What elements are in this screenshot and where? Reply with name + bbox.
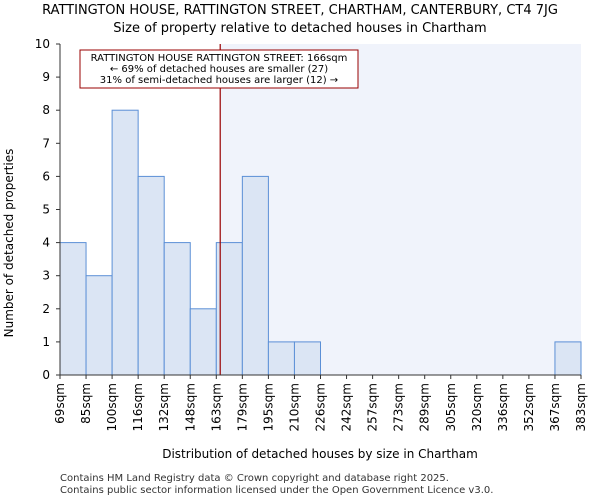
x-tick-label: 336sqm <box>496 383 510 431</box>
footer-line-1: Contains HM Land Registry data © Crown c… <box>60 473 449 484</box>
bar-100sqm <box>111 109 139 376</box>
annotation-line-3: 31% of semi-detached houses are larger (… <box>100 75 338 86</box>
x-tick-label: 148sqm <box>183 383 197 431</box>
x-tick-label: 226sqm <box>314 383 328 431</box>
y-tick-label: 2 <box>42 302 50 316</box>
x-tick-label: 179sqm <box>235 383 249 431</box>
bars-group <box>59 109 582 376</box>
y-tick-label: 3 <box>42 269 50 283</box>
annotation-box: RATTINGTON HOUSE RATTINGTON STREET: 166s… <box>79 49 359 89</box>
y-axis-label: Number of detached properties <box>2 149 16 338</box>
y-tick-label: 7 <box>42 136 50 150</box>
y-tick-label: 8 <box>42 103 50 117</box>
chart-subtitle: Size of property relative to detached ho… <box>113 21 486 36</box>
y-ticks-group: 0 1 2 3 4 5 6 7 8 9 10 <box>35 37 60 382</box>
annotation-line-2: ← 69% of detached houses are smaller (27… <box>110 64 328 75</box>
x-tick-label: 242sqm <box>340 383 354 431</box>
x-tick-label: 100sqm <box>105 383 119 431</box>
x-tick-label: 273sqm <box>392 383 406 431</box>
x-tick-label: 352sqm <box>522 383 536 431</box>
x-ticks-group: 69sqm 85sqm 100sqm 116sqm 132sqm 148sqm 163sqm… <box>53 375 588 431</box>
x-tick-label: 210sqm <box>287 383 301 431</box>
annotation-line-1: RATTINGTON HOUSE RATTINGTON STREET: 166s… <box>91 53 348 64</box>
bar-367sqm <box>554 341 582 376</box>
bar-195sqm <box>267 341 295 376</box>
x-tick-label: 85sqm <box>79 383 93 424</box>
highlight-region <box>220 44 581 375</box>
annotation-frame <box>79 49 359 89</box>
bar-132sqm <box>163 242 191 376</box>
x-tick-label: 163sqm <box>209 383 223 431</box>
x-tick-label: 257sqm <box>366 383 380 431</box>
y-tick-label: 10 <box>35 37 50 51</box>
chart-title: RATTINGTON HOUSE, RATTINGTON STREET, CHA… <box>42 3 558 18</box>
y-tick-label: 0 <box>42 368 50 382</box>
x-tick-label: 69sqm <box>53 383 67 424</box>
x-tick-label: 116sqm <box>131 383 145 431</box>
y-tick-label: 6 <box>42 169 50 183</box>
bar-85sqm <box>85 275 113 376</box>
x-tick-label: 383sqm <box>574 383 588 431</box>
x-tick-label: 305sqm <box>444 383 458 431</box>
bar-116sqm <box>137 175 165 376</box>
y-tick-label: 1 <box>42 335 50 349</box>
bar-148sqm <box>189 308 217 376</box>
y-tick-label: 4 <box>42 236 50 250</box>
x-axis-label: Distribution of detached houses by size … <box>162 447 478 461</box>
bar-210sqm <box>293 341 322 376</box>
bar-69sqm <box>59 242 87 376</box>
y-tick-label: 9 <box>42 70 50 84</box>
footer-line-2: Contains public sector information licen… <box>60 485 494 496</box>
x-tick-label: 367sqm <box>548 383 562 431</box>
x-tick-label: 289sqm <box>418 383 432 431</box>
bar-179sqm <box>241 175 269 376</box>
x-tick-label: 132sqm <box>157 383 171 431</box>
x-tick-label: 320sqm <box>470 383 484 431</box>
y-tick-label: 5 <box>42 203 50 217</box>
x-tick-label: 195sqm <box>261 383 275 431</box>
chart-area: 0 1 2 3 4 5 6 7 8 9 10 69sqm 85sqm 100sqm 116sqm 132sq… <box>2 3 588 461</box>
